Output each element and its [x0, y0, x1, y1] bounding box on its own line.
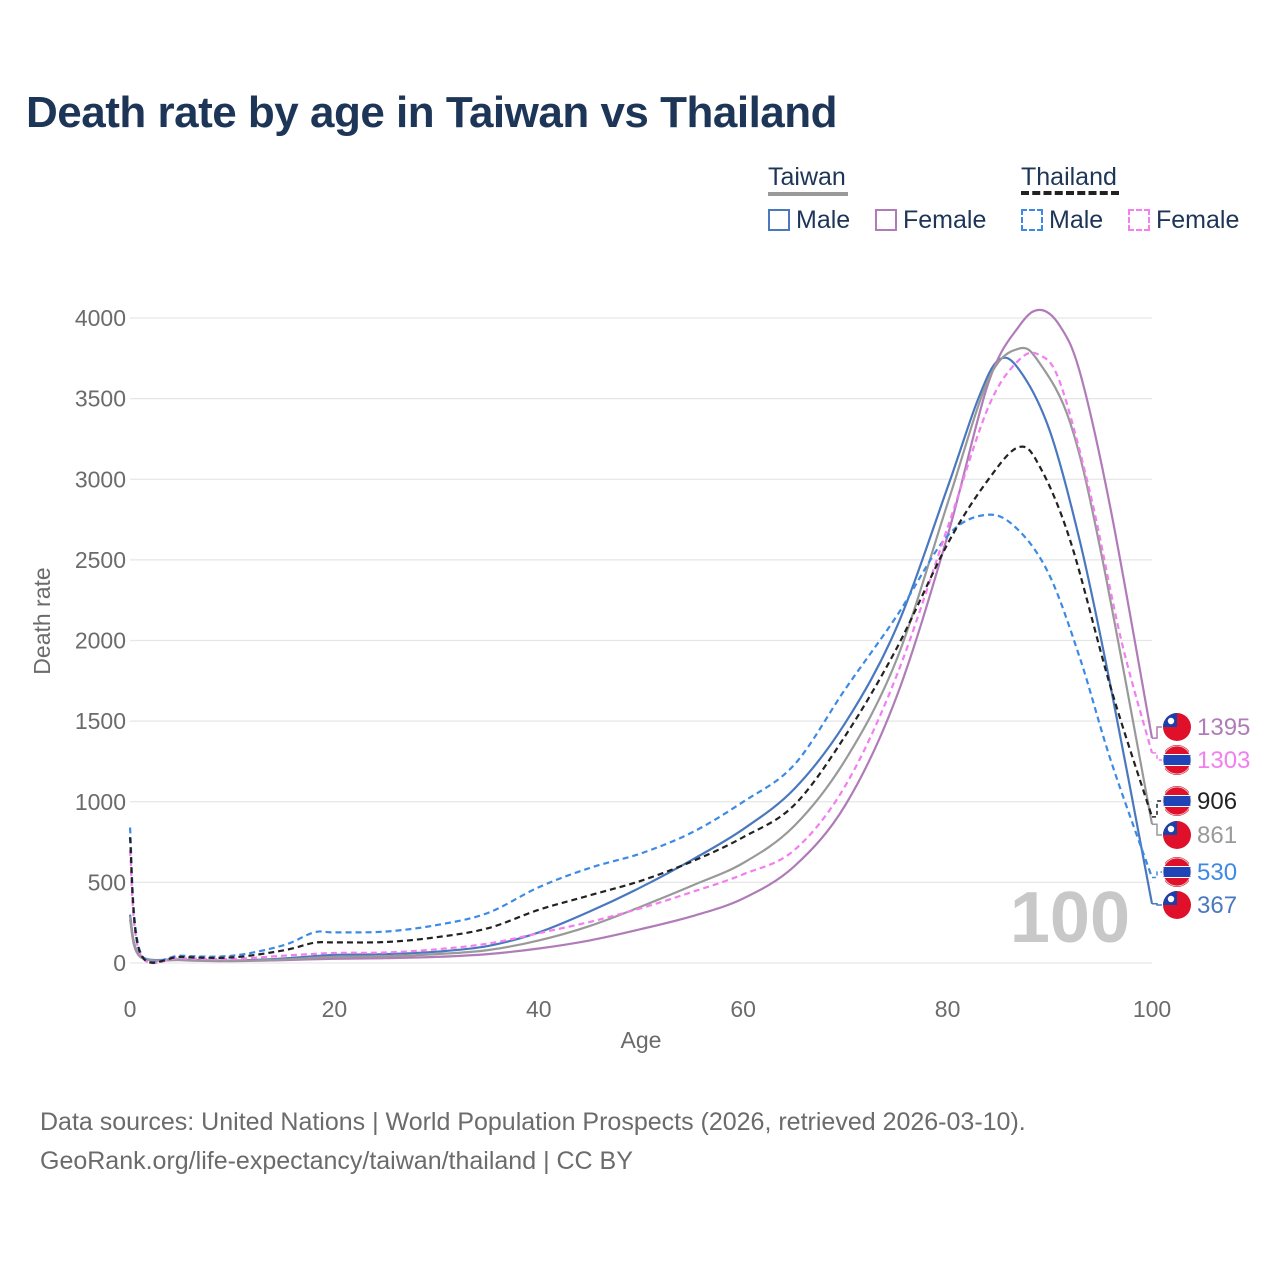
grid-lines — [130, 317, 1152, 964]
year-watermark: 100 — [1010, 878, 1130, 958]
axes: 0 500 1000 1500 2000 2500 3000 3500 4000 0 20 40 60 8… — [75, 305, 1171, 1022]
legend-swatch-thailand-female — [1128, 209, 1150, 231]
legend-group-taiwan: Taiwan — [768, 163, 846, 191]
x-tick-label: 100 — [1133, 996, 1171, 1022]
legend-label-taiwan-female: Female — [903, 205, 987, 234]
x-axis-title: Age — [621, 1027, 662, 1053]
end-value-taiwan-male: 367 — [1197, 892, 1237, 919]
footer-source: Data sources: United Nations | World Pop… — [40, 1108, 1026, 1136]
series-line-taiwan-total — [128, 346, 1154, 962]
legend-group-thailand: Thailand — [1021, 163, 1117, 191]
series-line-thailand-female — [128, 351, 1154, 965]
legend-item-thailand-male[interactable]: Male — [1021, 206, 1103, 234]
end-value-thailand-female: 1303 — [1197, 747, 1250, 774]
series-line-thailand-total — [128, 445, 1154, 964]
taiwan-flag-icon — [1163, 891, 1191, 919]
series-line-thailand-male — [128, 513, 1154, 964]
x-tick-label: 60 — [730, 996, 756, 1022]
thailand-flag-icon — [1162, 786, 1192, 816]
y-tick-label: 3000 — [75, 466, 126, 492]
end-value-taiwan-total: 861 — [1197, 822, 1237, 849]
end-connector-thailand-male — [1152, 871, 1162, 879]
legend-taiwan-underline — [768, 192, 848, 196]
y-tick-label: 2000 — [75, 628, 126, 654]
y-tick-label: 1500 — [75, 708, 126, 734]
taiwan-flag-icon — [1163, 713, 1191, 741]
chart-title: Death rate by age in Taiwan vs Thailand — [26, 88, 838, 137]
taiwan-flag-icon — [1163, 821, 1191, 849]
legend-swatch-taiwan-female — [875, 209, 897, 231]
y-axis-title: Death rate — [29, 567, 55, 674]
x-tick-label: 0 — [124, 996, 137, 1022]
thailand-flag-icon — [1162, 857, 1192, 887]
end-connector-thailand-total — [1152, 800, 1162, 818]
y-tick-label: 1000 — [75, 789, 126, 815]
end-connector-taiwan-female — [1152, 726, 1162, 739]
end-value-thailand-total: 906 — [1197, 788, 1237, 815]
footer-credit[interactable]: GeoRank.org/life-expectancy/taiwan/thail… — [40, 1147, 633, 1175]
death-rate-chart: 0 500 1000 1500 2000 2500 3000 3500 4000 0 20 40 60 8… — [29, 305, 1250, 1053]
x-tick-label: 20 — [322, 996, 348, 1022]
legend-label-thailand-male: Male — [1049, 205, 1104, 234]
legend-swatch-thailand-male — [1021, 209, 1043, 231]
legend-label-thailand-female: Female — [1156, 205, 1240, 234]
y-tick-label: 4000 — [75, 305, 126, 331]
series-lines — [128, 308, 1154, 965]
end-value-thailand-male: 530 — [1197, 859, 1237, 886]
series-line-taiwan-female — [128, 308, 1154, 963]
legend-label-taiwan-male: Male — [796, 205, 851, 234]
y-tick-label: 0 — [113, 950, 126, 976]
legend-item-taiwan-male[interactable]: Male — [768, 206, 850, 234]
thailand-flag-icon — [1162, 745, 1192, 775]
end-connector-thailand-female — [1152, 752, 1162, 761]
end-connector-taiwan-male — [1152, 903, 1162, 906]
x-tick-label: 80 — [935, 996, 961, 1022]
y-tick-label: 2500 — [75, 547, 126, 573]
y-tick-label: 3500 — [75, 386, 126, 412]
end-labels: 1395 1303 906 861 530 367 — [1152, 713, 1250, 919]
series-line-taiwan-male — [128, 356, 1154, 962]
y-tick-label: 500 — [88, 869, 126, 895]
legend-thailand-underline — [1021, 191, 1119, 195]
legend-item-thailand-female[interactable]: Female — [1128, 206, 1239, 234]
end-connector-taiwan-total — [1152, 823, 1162, 836]
legend-swatch-taiwan-male — [768, 209, 790, 231]
x-tick-label: 40 — [526, 996, 552, 1022]
legend-item-taiwan-female[interactable]: Female — [875, 206, 986, 234]
end-value-taiwan-female: 1395 — [1197, 714, 1250, 741]
